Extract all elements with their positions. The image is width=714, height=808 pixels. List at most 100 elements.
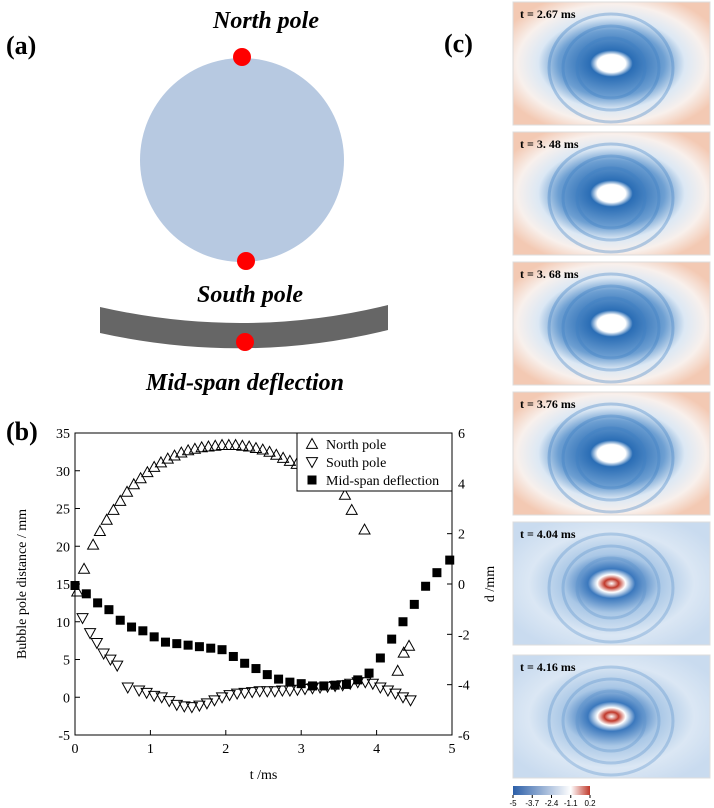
point: [353, 675, 363, 685]
point: [86, 538, 100, 550]
point: [100, 513, 114, 525]
point: [104, 605, 114, 615]
frame: [512, 391, 711, 516]
frame: [512, 261, 711, 386]
frame: [512, 1, 711, 126]
point: [445, 555, 455, 565]
colorbar-label: -5: [509, 799, 517, 808]
point: [262, 670, 272, 680]
legend-label: Mid-span deflection: [326, 474, 439, 489]
point: [409, 599, 419, 609]
point: [274, 674, 284, 684]
point: [253, 686, 267, 698]
point: [81, 589, 91, 599]
y-axis-label: Bubble pole distance / mm: [15, 509, 30, 659]
frame: [512, 654, 711, 779]
point: [206, 643, 216, 653]
colorbar-label: 0.2: [584, 799, 596, 808]
south-label: South pole: [197, 282, 303, 308]
point: [268, 686, 282, 698]
y2-tick-label: -6: [458, 729, 470, 744]
point: [77, 562, 91, 574]
point: [249, 441, 263, 453]
point: [113, 494, 127, 506]
point: [202, 440, 215, 452]
x-tick-label: 1: [147, 742, 154, 757]
point: [223, 690, 236, 702]
ring: [575, 556, 647, 620]
ring: [575, 426, 647, 490]
frame: [512, 131, 711, 256]
beam: [100, 305, 388, 349]
point: [127, 477, 141, 490]
frame-label: t = 3. 68 ms: [520, 267, 579, 281]
point: [93, 524, 107, 537]
point: [269, 448, 283, 460]
point: [104, 654, 117, 667]
colorbar-label: -2.4: [545, 799, 559, 808]
y2-tick-label: -4: [458, 679, 470, 694]
point: [236, 439, 249, 451]
point: [256, 443, 270, 455]
y2-tick-label: 6: [458, 427, 465, 442]
point: [195, 440, 209, 453]
x-tick-label: 5: [449, 742, 456, 757]
north-label: North pole: [212, 8, 319, 34]
point: [170, 699, 184, 712]
ring: [575, 296, 647, 360]
point: [404, 695, 417, 707]
frame: [512, 521, 711, 646]
colorbar-label: -1.1: [564, 799, 578, 808]
point: [228, 651, 238, 661]
point: [338, 488, 352, 500]
point: [154, 455, 168, 468]
point: [185, 702, 199, 714]
point: [217, 645, 227, 655]
point: [398, 617, 408, 627]
point: [183, 640, 193, 650]
point: [138, 626, 148, 636]
point: [375, 653, 385, 663]
point: [387, 634, 397, 644]
y-tick-label: 30: [56, 465, 70, 480]
point: [364, 668, 374, 678]
ring: [547, 402, 675, 514]
point: [402, 639, 416, 651]
point: [83, 628, 97, 640]
ring: [547, 272, 675, 384]
y2-tick-label: 0: [458, 578, 465, 593]
ring: [575, 36, 647, 100]
legend-box: [296, 432, 453, 492]
point: [358, 523, 371, 535]
point: [93, 598, 103, 608]
point: [110, 660, 124, 673]
point: [396, 692, 410, 704]
point: [283, 454, 297, 466]
point: [147, 690, 161, 703]
point: [260, 686, 274, 698]
point: [308, 681, 318, 691]
point: [162, 696, 176, 708]
point: [160, 637, 170, 647]
point: [330, 680, 340, 690]
north-dot: [233, 48, 251, 66]
point: [296, 679, 306, 689]
y-tick-label: 15: [56, 578, 70, 593]
point: [240, 658, 250, 668]
legend-label: South pole: [326, 456, 386, 471]
colorbar-label: -3.7: [525, 799, 539, 808]
frame-label: t = 3. 48 ms: [520, 137, 579, 151]
point: [76, 613, 89, 625]
point: [245, 687, 259, 699]
x-tick-label: 0: [72, 742, 79, 757]
panel-label: (a): [6, 31, 36, 60]
point: [120, 485, 134, 497]
point: [107, 503, 120, 515]
ring: [561, 154, 661, 242]
point: [70, 581, 80, 591]
panel-label: (c): [444, 29, 473, 58]
y-tick-label: 25: [56, 503, 70, 518]
ring: [561, 414, 661, 502]
frame-label: t = 4.04 ms: [520, 527, 576, 541]
